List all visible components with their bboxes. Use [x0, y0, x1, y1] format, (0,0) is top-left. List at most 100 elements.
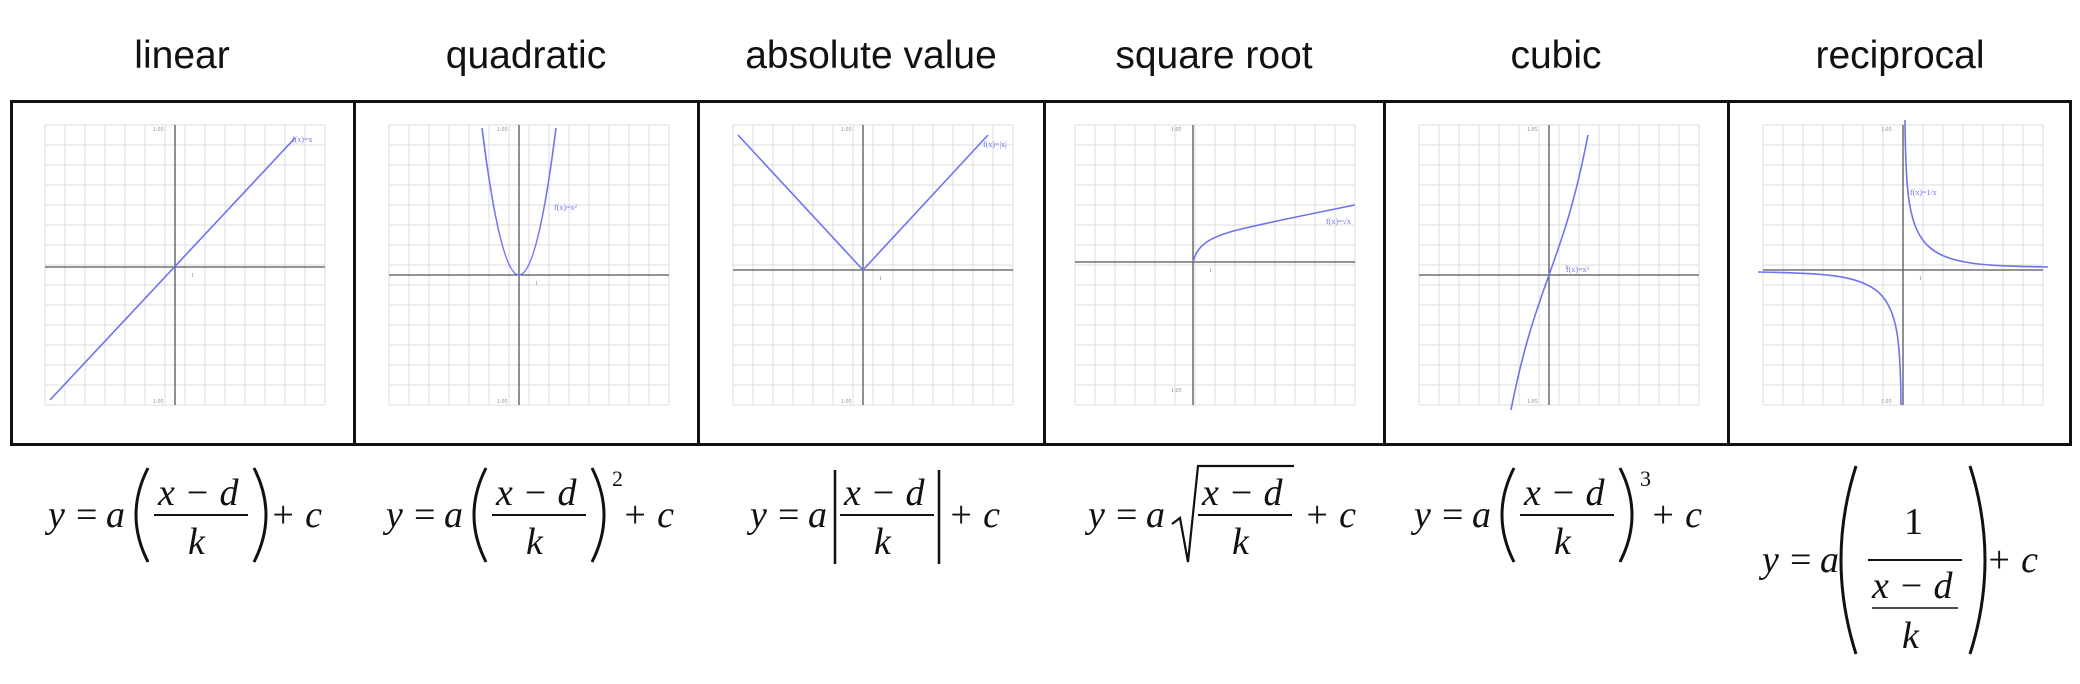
- formula-eq: =: [1442, 494, 1463, 536]
- formula-denominator: k: [1554, 521, 1572, 563]
- formula-denominator: k: [874, 521, 892, 563]
- function-curve: [481, 127, 557, 276]
- right-paren: [252, 467, 268, 563]
- formula-numerator: x − d: [157, 472, 240, 514]
- formula-y: y: [44, 494, 65, 536]
- panel-divider: [1727, 100, 1730, 446]
- panel-title-square-root: square root: [1115, 34, 1313, 77]
- formula-plus-c: + c: [948, 494, 1000, 536]
- function-label: f(x)=|x|: [983, 140, 1007, 149]
- function-label: f(x)=1/x: [1910, 188, 1937, 197]
- formula-numerator: x − d: [1201, 472, 1284, 514]
- formula-quadratic: y = a x − d k 2 + c: [382, 466, 674, 563]
- formula-exponent: 2: [612, 466, 623, 491]
- panel-divider: [353, 100, 356, 446]
- formula-exponent: 3: [1640, 466, 1651, 491]
- formula-y: y: [1084, 494, 1105, 536]
- formula-plus-c: + c: [1986, 539, 2038, 581]
- formula-reciprocal: y = a 1 x − d k + c: [1758, 465, 2038, 657]
- formula-denominator: k: [1902, 615, 1920, 657]
- tick-label-bottom: 1.05: [1527, 399, 1538, 405]
- tick-label-top: 1.05: [841, 127, 852, 133]
- formula-square-root: y = a x − d k + c: [1084, 464, 1356, 563]
- formula-y: y: [1758, 539, 1779, 581]
- radical-sign: [1171, 464, 1294, 563]
- formula-eq: =: [1116, 494, 1137, 536]
- formula-eq: =: [414, 494, 435, 536]
- formula-y: y: [1410, 494, 1431, 536]
- formula-eq: =: [1790, 539, 1811, 581]
- function-label: f(x)=x: [292, 135, 313, 144]
- formula-plus-c: + c: [270, 494, 322, 536]
- formula-plus-c: + c: [622, 494, 674, 536]
- tick-label-bottom: 1.05: [153, 399, 164, 405]
- formula-numerator: x − d: [843, 472, 926, 514]
- panel-divider: [1043, 100, 1046, 446]
- formula-a: a: [444, 494, 463, 536]
- formula-a: a: [106, 494, 125, 536]
- formula-y: y: [746, 494, 767, 536]
- formula-absolute-value: y = a x − d k + c: [746, 470, 1000, 564]
- left-paren: [1839, 465, 1858, 655]
- formula-eq: =: [778, 494, 799, 536]
- plot-linear: 1.05 1.05 1 f(x)=x: [44, 124, 326, 406]
- tick-label-top: 1.05: [153, 127, 164, 133]
- formula-denominator: k: [188, 521, 206, 563]
- plot-absolute-value: 1.05 1.05 1 f(x)=|x|: [732, 124, 1014, 406]
- formula-y: y: [382, 494, 403, 536]
- tick-label-one: 1: [191, 273, 194, 279]
- panel-title-quadratic: quadratic: [445, 34, 607, 77]
- formula-plus-c: + c: [1650, 494, 1702, 536]
- formula-numerator: x − d: [1871, 565, 1954, 607]
- graphs-frame: [10, 100, 2072, 446]
- formula-cubic: y = a x − d k 3 + c: [1410, 466, 1702, 563]
- formula-numerator: x − d: [1523, 472, 1606, 514]
- panel-title-reciprocal: reciprocal: [1815, 34, 1985, 77]
- function-curve: [1510, 134, 1589, 410]
- plot-grid: [1074, 124, 1356, 406]
- formula-a: a: [1146, 494, 1165, 536]
- plot-grid: [1418, 124, 1700, 406]
- formula-a: a: [1820, 539, 1839, 581]
- function-label: f(x)=x³: [1566, 265, 1590, 274]
- tick-label-bottom: 1.05: [1171, 388, 1182, 394]
- formula-denominator: k: [1232, 521, 1250, 563]
- tick-label-one: 1: [879, 276, 882, 282]
- formula-eq: =: [76, 494, 97, 536]
- right-paren: [590, 467, 606, 563]
- right-paren: [1968, 465, 1987, 655]
- tick-label-one: 1: [535, 281, 538, 287]
- plot-grid: [44, 124, 326, 406]
- panel-title-cubic: cubic: [1510, 34, 1602, 77]
- plot-reciprocal: 1.05 1.05 1 f(x)=1/x: [1758, 120, 2048, 406]
- left-paren: [472, 467, 488, 563]
- tick-label-top: 1.05: [497, 127, 508, 133]
- plot-quadratic: 1.05 1.05 1 f(x)=x²: [388, 124, 670, 406]
- function-label: f(x)=√x: [1326, 217, 1351, 226]
- plot-grid: [732, 124, 1014, 406]
- tick-label-one: 1: [1565, 265, 1568, 271]
- function-curve-negative: [1758, 271, 1902, 406]
- panel-title-linear: linear: [134, 34, 230, 77]
- panel-divider: [1383, 100, 1386, 446]
- function-curve: [737, 134, 989, 272]
- function-curve-positive: [1904, 120, 2048, 268]
- left-paren: [134, 467, 150, 563]
- tick-label-top: 1.05: [1881, 127, 1892, 133]
- formula-plus-c: + c: [1304, 494, 1356, 536]
- formula-a: a: [1472, 494, 1491, 536]
- panel-title-absolute-value: absolute value: [745, 34, 997, 77]
- tick-label-bottom: 1.05: [841, 399, 852, 405]
- function-label: f(x)=x²: [554, 203, 578, 212]
- formula-numerator: x − d: [495, 472, 578, 514]
- left-paren: [1500, 467, 1516, 563]
- formula-a: a: [808, 494, 827, 536]
- tick-label-top: 1.05: [1171, 127, 1182, 133]
- plot-grid: [388, 124, 670, 406]
- tick-label-one: 1: [1919, 276, 1922, 282]
- function-curve: [49, 137, 296, 401]
- panel-divider: [697, 100, 700, 446]
- formula-linear: y = a x − d k + c: [44, 467, 322, 563]
- formula-one: 1: [1904, 501, 1923, 543]
- tick-label-top: 1.05: [1527, 127, 1538, 133]
